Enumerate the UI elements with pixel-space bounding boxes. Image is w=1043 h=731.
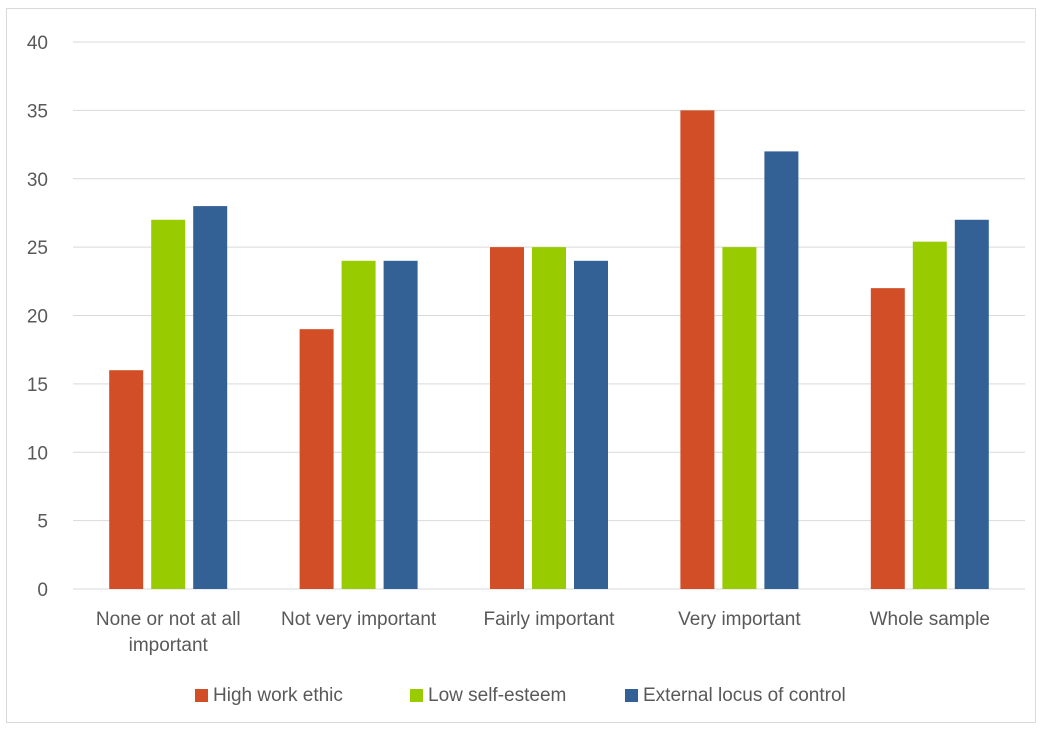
y-tick-label: 25 [27, 238, 48, 259]
y-tick-label: 15 [27, 375, 48, 396]
bar-external-locus-of-control [193, 206, 228, 589]
x-category-label: None or not at all [96, 609, 241, 630]
y-tick-label: 0 [37, 580, 48, 601]
bar-external-locus-of-control [383, 260, 418, 589]
x-category-label: Not very important [281, 609, 437, 630]
legend-label: External locus of control [643, 685, 846, 706]
y-axis-ticks: 0 5 10 15 20 25 30 35 40 [27, 33, 48, 601]
bar-external-locus-of-control [954, 219, 989, 589]
bar-external-locus-of-control [764, 151, 799, 589]
y-tick-label: 40 [27, 33, 48, 54]
y-tick-label: 5 [37, 512, 48, 533]
bars [109, 110, 989, 589]
bar-low-self-esteem [532, 247, 566, 589]
bar-external-locus-of-control [574, 260, 608, 589]
bar-low-self-esteem [912, 241, 947, 589]
x-category-label: Whole sample [870, 609, 990, 630]
bar-high-work-ethic [870, 288, 905, 589]
legend-label: High work ethic [213, 685, 343, 706]
legend: High work ethic Low self-esteem External l… [195, 685, 846, 706]
bar-low-self-esteem [722, 247, 757, 589]
bar-high-work-ethic [680, 110, 715, 589]
x-category-label: Fairly important [484, 609, 616, 630]
legend-label: Low self-esteem [428, 685, 566, 706]
legend-swatch [195, 689, 208, 702]
legend-swatch [625, 689, 638, 702]
bar-high-work-ethic [490, 247, 524, 589]
y-tick-label: 10 [27, 443, 48, 464]
bar-low-self-esteem [341, 260, 376, 589]
y-tick-label: 35 [27, 101, 48, 122]
x-category-label: Very important [678, 609, 801, 630]
bar-low-self-esteem [151, 219, 186, 589]
x-category-label: important [129, 635, 209, 656]
bar-high-work-ethic [299, 329, 334, 589]
y-tick-label: 30 [27, 170, 48, 191]
y-tick-label: 20 [27, 307, 48, 328]
bar-high-work-ethic [109, 370, 144, 589]
legend-swatch [410, 689, 423, 702]
x-axis-categories: None or not at all important Not very impo… [96, 609, 990, 656]
